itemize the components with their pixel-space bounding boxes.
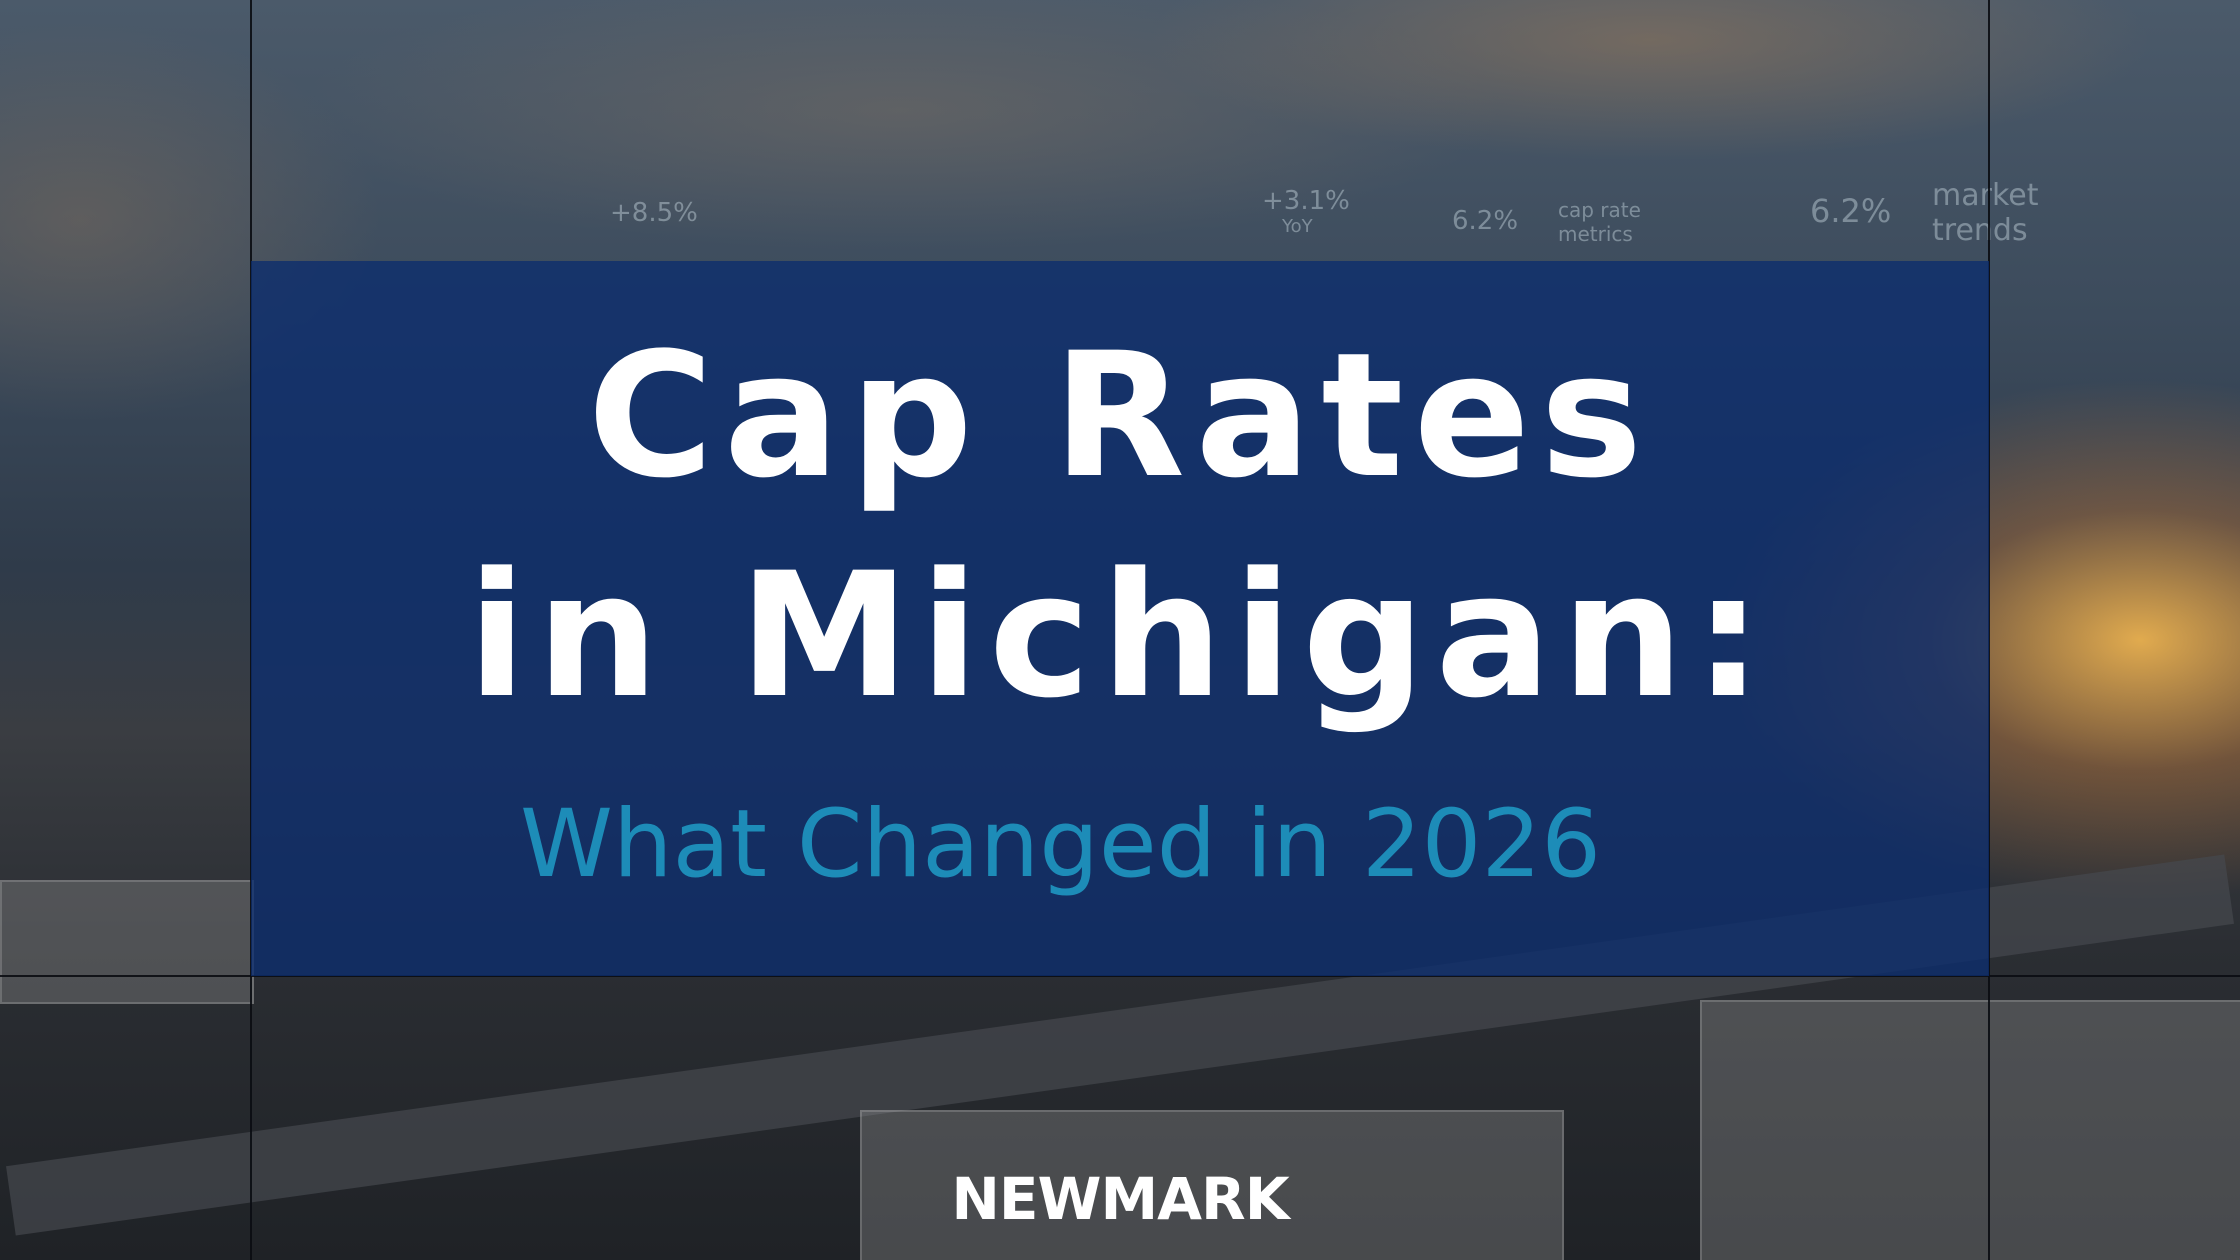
background-label: cap rate metrics <box>1558 198 1641 246</box>
title-line: in Michigan: <box>467 535 1773 736</box>
building-roof <box>1700 1000 2240 1260</box>
background-label: +3.1% <box>1262 186 1350 216</box>
frame-line <box>0 975 2240 977</box>
background-label: 6.2% <box>1452 206 1519 236</box>
subtitle: What Changed in 2026 <box>520 790 1602 899</box>
building-roof <box>0 880 254 1004</box>
background-label: 6.2% <box>1810 192 1892 230</box>
brand-logo: NEWMARK <box>951 1165 1289 1233</box>
title-panel <box>251 261 1989 976</box>
background-label: +8.5% <box>610 198 698 228</box>
background-label: market trends <box>1932 178 2039 248</box>
building-roof <box>860 1110 1564 1260</box>
frame-line <box>1988 0 1990 1260</box>
background-label: YoY <box>1282 216 1313 237</box>
title-line: Cap Rates <box>587 315 1653 516</box>
